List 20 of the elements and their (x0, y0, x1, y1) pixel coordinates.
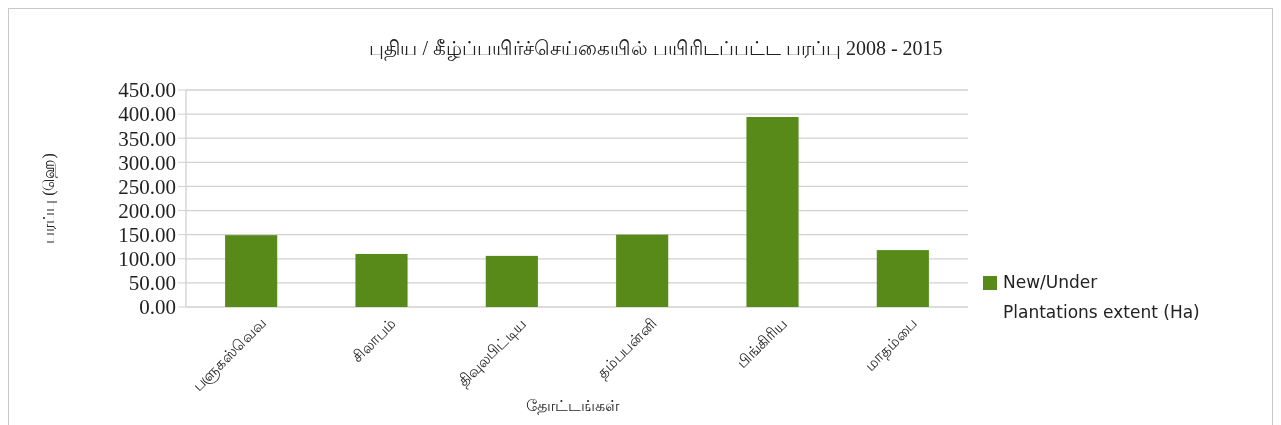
y-tick-label: 0.00 (139, 295, 176, 320)
y-tick-label: 350.00 (118, 126, 176, 151)
bar (746, 117, 799, 307)
y-tick-label: 200.00 (118, 198, 176, 223)
bar (616, 234, 669, 307)
bar (485, 255, 538, 307)
bar (225, 235, 278, 307)
y-tick-label: 50.00 (128, 271, 176, 296)
y-tick-label: 450.00 (118, 78, 176, 103)
y-axis-title: பரப்பு (ஹெ) (39, 153, 58, 244)
y-tick-label: 150.00 (118, 223, 176, 248)
bar (876, 250, 929, 307)
y-tick-label: 100.00 (118, 247, 176, 272)
y-tick-label: 300.00 (118, 150, 176, 175)
y-tick-label: 250.00 (118, 174, 176, 199)
chart-title: புதிய / கீழ்ப்பயிர்ச்செய்கையில் பயிரிடப்பட்ட பரப்பு 2008 - 2015 (369, 37, 943, 61)
bar (355, 253, 408, 307)
x-axis-title: தோட்டங்கள் (525, 397, 620, 415)
legend-label: New/Under Plantations extent (Ha) (1003, 272, 1200, 322)
y-tick-label: 400.00 (118, 102, 176, 127)
